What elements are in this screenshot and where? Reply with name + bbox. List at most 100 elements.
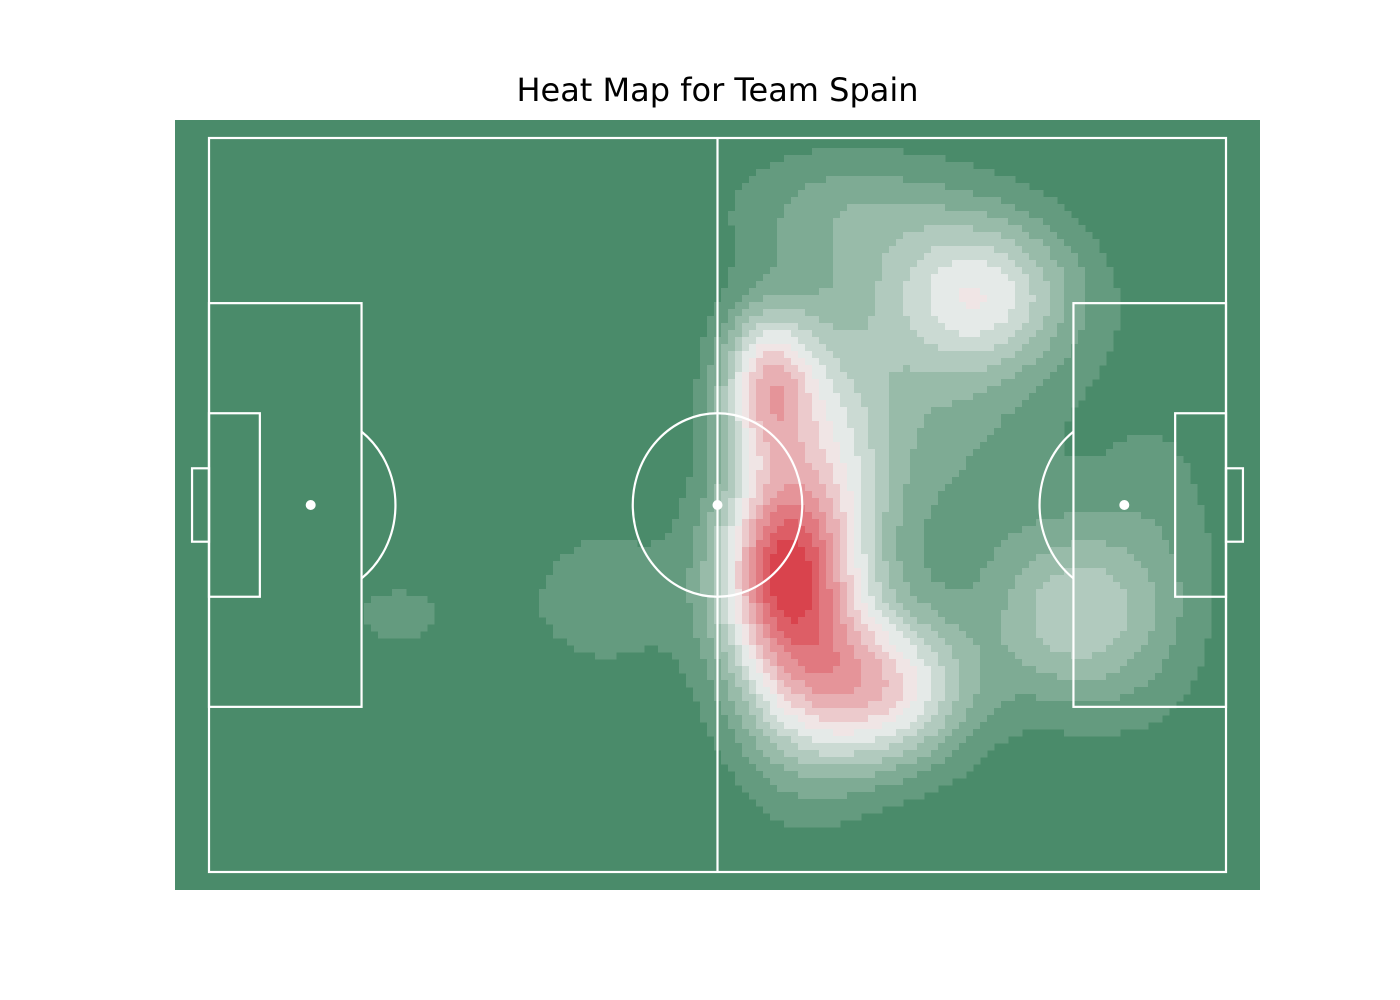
heatmap-cell (1043, 288, 1051, 296)
heatmap-cell (1183, 512, 1191, 520)
heatmap-cell (756, 526, 764, 534)
heatmap-cell (987, 610, 995, 618)
heatmap-cell (763, 365, 771, 373)
heatmap-cell (1008, 575, 1016, 583)
heatmap-cell (861, 260, 869, 268)
heatmap-cell (749, 561, 757, 569)
heatmap-cell (1029, 288, 1037, 296)
heatmap-cell (854, 666, 862, 674)
heatmap-cell (784, 379, 792, 387)
heatmap-cell (749, 638, 757, 646)
heatmap-cell (1085, 358, 1093, 366)
heatmap-cell (1113, 603, 1121, 611)
heatmap-cell (889, 652, 897, 660)
heatmap-cell (812, 596, 820, 604)
heatmap-cell (1071, 281, 1079, 289)
heatmap-cell (966, 204, 974, 212)
heatmap-cell (826, 351, 834, 359)
heatmap-cell (882, 638, 890, 646)
heatmap-cell (1141, 589, 1149, 597)
heatmap-cell (1141, 484, 1149, 492)
heatmap-cell (924, 302, 932, 310)
heatmap-cell (1120, 456, 1128, 464)
heatmap-cell (1106, 561, 1114, 569)
heatmap-cell (847, 365, 855, 373)
heatmap-cell (756, 428, 764, 436)
heatmap-cell (1092, 484, 1100, 492)
heatmap-cell (1197, 582, 1205, 590)
heatmap-cell (973, 393, 981, 401)
heatmap-cell (1078, 288, 1086, 296)
heatmap-cell (812, 386, 820, 394)
heatmap-cell (749, 260, 757, 268)
heatmap-cell (742, 316, 750, 324)
heatmap-cell (847, 575, 855, 583)
heatmap-cell (826, 253, 834, 261)
heatmap-cell (784, 512, 792, 520)
heatmap-cell (791, 274, 799, 282)
heatmap-cell (882, 596, 890, 604)
heatmap-cell (1134, 449, 1142, 457)
heatmap-cell (994, 456, 1002, 464)
heatmap-cell (812, 260, 820, 268)
heatmap-cell (707, 484, 715, 492)
heatmap-cell (616, 610, 624, 618)
heatmap-cell (868, 533, 876, 541)
heatmap-cell (840, 309, 848, 317)
heatmap-cell (784, 575, 792, 583)
heatmap-cell (679, 582, 687, 590)
heatmap-cell (805, 344, 813, 352)
heatmap-cell (763, 589, 771, 597)
heatmap-cell (931, 659, 939, 667)
heatmap-cell (700, 435, 708, 443)
heatmap-cell (819, 218, 827, 226)
heatmap-cell (805, 463, 813, 471)
heatmap-cell (812, 428, 820, 436)
heatmap-cell (931, 456, 939, 464)
heatmap-cell (1092, 575, 1100, 583)
heatmap-cell (1085, 260, 1093, 268)
heatmap-cell (721, 463, 729, 471)
heatmap-cell (987, 295, 995, 303)
heatmap-cell (980, 659, 988, 667)
heatmap-cell (938, 176, 946, 184)
heatmap-cell (833, 631, 841, 639)
heatmap-cell (784, 302, 792, 310)
heatmap-cell (1162, 645, 1170, 653)
heatmap-cell (1057, 470, 1065, 478)
heatmap-cell (1001, 505, 1009, 513)
heatmap-cell (742, 204, 750, 212)
heatmap-cell (1029, 302, 1037, 310)
heatmap-cell (1141, 666, 1149, 674)
heatmap-cell (651, 638, 659, 646)
heatmap-cell (973, 316, 981, 324)
heatmap-cell (889, 372, 897, 380)
heatmap-cell (777, 197, 785, 205)
heatmap-cell (847, 610, 855, 618)
heatmap-cell (588, 540, 596, 548)
heatmap-cell (721, 533, 729, 541)
heatmap-cell (847, 463, 855, 471)
heatmap-cell (966, 386, 974, 394)
heatmap-cell (1001, 519, 1009, 527)
heatmap-cell (749, 197, 757, 205)
heatmap-cell (847, 519, 855, 527)
heatmap-cell (1043, 575, 1051, 583)
heatmap-cell (805, 274, 813, 282)
heatmap-cell (931, 393, 939, 401)
heatmap-cell (756, 456, 764, 464)
heatmap-cell (952, 540, 960, 548)
heatmap-cell (812, 470, 820, 478)
heatmap-cell (1022, 379, 1030, 387)
heatmap-cell (651, 610, 659, 618)
heatmap-cell (721, 512, 729, 520)
heatmap-cell (875, 295, 883, 303)
heatmap-cell (749, 309, 757, 317)
heatmap-cell (854, 225, 862, 233)
heatmap-cell (553, 575, 561, 583)
heatmap-cell (1022, 554, 1030, 562)
heatmap-cell (679, 624, 687, 632)
heatmap-cell (777, 617, 785, 625)
heatmap-cell (896, 435, 904, 443)
heatmap-cell (882, 554, 890, 562)
